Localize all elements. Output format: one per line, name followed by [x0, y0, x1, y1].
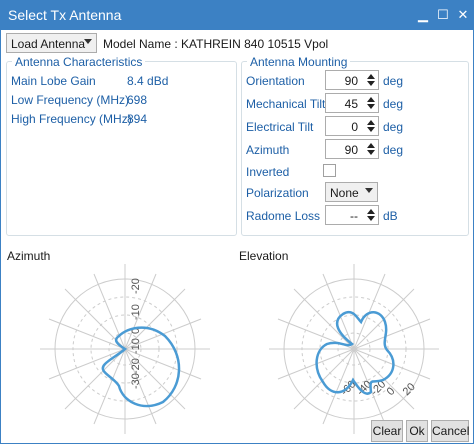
orientation-label: Orientation — [246, 74, 305, 88]
electrical-tilt-stepper[interactable]: 0 — [325, 116, 379, 136]
mechanical-tilt-label: Mechanical Tilt — [246, 97, 326, 111]
chevron-down-icon — [84, 39, 92, 44]
load-antenna-label: Load Antenna — [11, 37, 86, 51]
elevation-plot-title: Elevation — [239, 249, 289, 263]
elevation-grid — [269, 264, 439, 434]
high-frequency-value: 894 — [127, 112, 148, 126]
azimuth-tick-label: -20 — [130, 278, 142, 294]
maximize-icon[interactable]: ☐ — [437, 7, 449, 22]
electrical-tilt-value: 0 — [351, 120, 358, 134]
azimuth-polar-plot: -20 -10 0 -10 -20 -30 — [40, 264, 210, 434]
azimuth-tick-labels: -20 -10 0 -10 -20 -30 — [130, 278, 142, 389]
high-frequency-label: High Frequency (MHz) — [11, 112, 132, 126]
mechanical-tilt-stepper[interactable]: 45 — [325, 93, 379, 113]
spin-up-icon[interactable] — [367, 120, 375, 125]
azimuth-pattern-trace — [101, 326, 181, 408]
radome-loss-unit: dB — [383, 209, 398, 223]
model-name-label: Model Name : — [103, 37, 178, 51]
elevation-pattern-trace — [315, 310, 395, 395]
radome-loss-label: Radome Loss — [246, 209, 321, 223]
mechanical-tilt-unit: deg — [383, 97, 404, 111]
spin-down-icon[interactable] — [367, 127, 375, 132]
polarization-value: None — [330, 186, 359, 200]
inverted-checkbox[interactable] — [323, 164, 336, 177]
spin-up-icon[interactable] — [367, 74, 375, 79]
cancel-button[interactable]: Cancel — [431, 420, 469, 442]
elevation-tick-label: 0 — [385, 385, 398, 398]
azimuth-value: 90 — [344, 143, 358, 157]
elevation-polar-plot: -60 -40 -20 0 20 — [269, 264, 439, 434]
model-name-value: KATHREIN 840 10515 Vpol — [181, 37, 329, 51]
spin-down-icon[interactable] — [367, 104, 375, 109]
antenna-mounting-group — [241, 61, 469, 236]
spin-down-icon[interactable] — [367, 216, 375, 221]
polarization-dropdown[interactable]: None — [325, 182, 378, 202]
ok-button[interactable]: Ok — [406, 420, 428, 442]
spin-up-icon[interactable] — [367, 97, 375, 102]
azimuth-label: Azimuth — [246, 143, 290, 157]
azimuth-tick-label: -30 — [130, 373, 142, 389]
orientation-value: 90 — [344, 74, 358, 88]
azimuth-unit: deg — [383, 143, 404, 157]
antenna-characteristics-title: Antenna Characteristics — [12, 55, 146, 69]
orientation-unit: deg — [383, 74, 404, 88]
window-title: Select Tx Antenna — [8, 7, 122, 23]
radome-loss-stepper[interactable]: -- — [325, 205, 379, 225]
dialog-body: Load Antenna Model Name : KATHREIN 840 1… — [0, 30, 474, 444]
main-lobe-gain-value: 8.4 dBd — [127, 74, 169, 88]
spin-up-icon[interactable] — [367, 143, 375, 148]
spin-down-icon[interactable] — [367, 81, 375, 86]
polarization-label: Polarization — [246, 186, 309, 200]
mechanical-tilt-value: 45 — [344, 97, 358, 111]
clear-button[interactable]: Clear — [371, 420, 403, 442]
spin-down-icon[interactable] — [367, 150, 375, 155]
low-frequency-value: 698 — [127, 93, 148, 107]
antenna-mounting-title: Antenna Mounting — [247, 55, 351, 69]
azimuth-tick-label: -20 — [130, 358, 142, 374]
electrical-tilt-unit: deg — [383, 120, 404, 134]
azimuth-tick-label: -10 — [130, 338, 142, 354]
electrical-tilt-label: Electrical Tilt — [246, 120, 314, 134]
azimuth-tick-label: -10 — [130, 304, 142, 320]
low-frequency-label: Low Frequency (MHz) — [11, 93, 130, 107]
grid-spoke — [277, 318, 431, 380]
title-bar: Select Tx Antenna ▁ ☐ ✕ — [0, 0, 474, 30]
chevron-down-icon — [365, 188, 373, 193]
inverted-label: Inverted — [246, 165, 290, 179]
spin-up-icon[interactable] — [367, 209, 375, 214]
azimuth-plot-title: Azimuth — [7, 249, 51, 263]
orientation-stepper[interactable]: 90 — [325, 70, 379, 90]
azimuth-stepper[interactable]: 90 — [325, 139, 379, 159]
azimuth-tick-label: 0 — [130, 328, 142, 334]
close-icon[interactable]: ✕ — [457, 7, 469, 22]
radome-loss-value: -- — [350, 209, 358, 223]
main-lobe-gain-label: Main Lobe Gain — [11, 74, 96, 88]
load-antenna-dropdown[interactable]: Load Antenna — [6, 33, 97, 53]
minimize-icon[interactable]: ▁ — [418, 7, 428, 22]
